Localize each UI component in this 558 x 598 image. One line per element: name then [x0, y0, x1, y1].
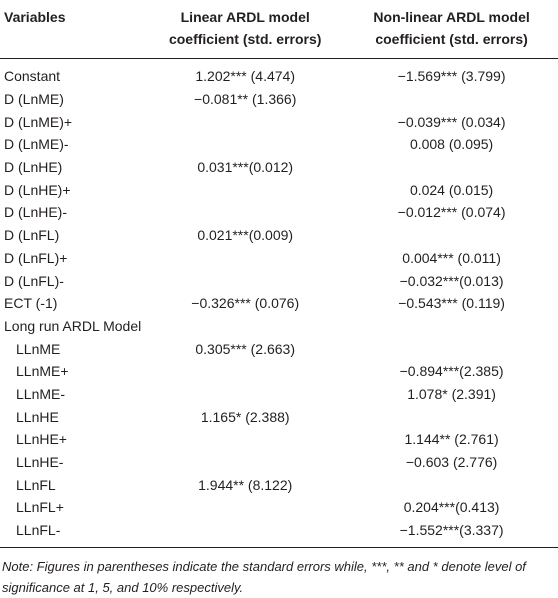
table-cell: ECT (-1) [4, 295, 58, 312]
table-cell [345, 473, 558, 496]
table-cell: LLnFL [16, 476, 56, 493]
table-cell: 1.078* (2.391) [407, 385, 496, 402]
table-row: LLnHE+ 1.144** (2.761) [0, 428, 558, 451]
table-cell: D (LnHE) [4, 159, 63, 176]
table-cell: D (LnFL)- [4, 272, 64, 289]
table-row: LLnME- 1.078* (2.391) [0, 383, 558, 406]
table-cell: 0.008 (0.095) [409, 136, 494, 153]
header-row: Variables Linear ARDL model coefficient (… [0, 4, 558, 59]
table-row: LLnHE- −0.603 (2.776) [0, 451, 558, 474]
table-cell: D (LnME)+ [4, 113, 73, 130]
table-cell: 1.144** (2.761) [404, 431, 499, 448]
table-row: D (LnME)+ −0.039*** (0.034) [0, 110, 558, 133]
table-cell [145, 269, 345, 292]
table-cell [145, 110, 345, 133]
table-cell [345, 156, 558, 179]
table-cell: −1.552***(3.337) [399, 522, 504, 539]
table-cell: LLnME- [16, 385, 66, 402]
table-cell [145, 519, 345, 548]
table-cell: LLnFL- [16, 522, 61, 539]
table-cell [145, 428, 345, 451]
table-row: ECT (-1) −0.326*** (0.076) −0.543*** (0.11… [0, 292, 558, 315]
table-cell [345, 337, 558, 360]
table-cell: Long run ARDL Model [4, 317, 142, 334]
table-cell: D (LnFL) [4, 227, 60, 244]
table-cell: 1.202*** (4.474) [195, 68, 296, 85]
table-cell: LLnME [16, 340, 61, 357]
table-cell [345, 315, 558, 338]
table-cell: 0.031***(0.012) [197, 159, 294, 176]
table-row: D (LnFL)+ 0.004*** (0.011) [0, 247, 558, 270]
table-row: LLnFL- −1.552***(3.337) [0, 519, 558, 548]
column-header: Linear ARDL model coefficient (std. erro… [168, 9, 322, 47]
table-cell: D (LnME)- [4, 136, 69, 153]
table-row: LLnFL 1.944** (8.122) [0, 473, 558, 496]
table-cell [145, 496, 345, 519]
table-row: D (LnFL) 0.021***(0.009) [0, 224, 558, 247]
table-cell: D (LnHE)- [4, 204, 68, 221]
table-cell: −0.326*** (0.076) [191, 295, 300, 312]
results-table: Variables Linear ARDL model coefficient (… [0, 4, 558, 548]
table-cell: −0.081** (1.366) [194, 91, 297, 108]
table-row: Constant 1.202*** (4.474) −1.569*** (3.799… [0, 59, 558, 88]
table-cell: −0.039*** (0.034) [397, 113, 506, 130]
table-cell [345, 405, 558, 428]
table-cell: 0.004*** (0.011) [402, 249, 501, 266]
table-cell: LLnHE- [16, 454, 64, 471]
table-row: D (LnFL)- −0.032***(0.013) [0, 269, 558, 292]
page: {"table": {"header": ["Variables", "Line… [0, 4, 558, 595]
table-row: LLnME+ −0.894***(2.385) [0, 360, 558, 383]
table-cell: D (LnHE)+ [4, 181, 71, 198]
table-cell [345, 88, 558, 111]
table-cell [145, 360, 345, 383]
table-cell: 0.204***(0.413) [403, 499, 500, 516]
table-row: D (LnHE)+ 0.024 (0.015) [0, 178, 558, 201]
table-row: LLnFL+ 0.204***(0.413) [0, 496, 558, 519]
table-cell: 1.944** (8.122) [198, 476, 293, 493]
table-cell [145, 178, 345, 201]
table-cell: 0.024 (0.015) [409, 181, 494, 198]
table-cell: 0.305*** (2.663) [195, 340, 296, 357]
table-cell [145, 247, 345, 270]
table-cell [145, 315, 345, 338]
table-row: LLnHE 1.165* (2.388) [0, 405, 558, 428]
table-cell [145, 133, 345, 156]
table-cell: 1.165* (2.388) [200, 408, 290, 425]
table-cell [145, 201, 345, 224]
table-row: D (LnHE) 0.031***(0.012) [0, 156, 558, 179]
table-row: D (LnME) −0.081** (1.366) [0, 88, 558, 111]
table-cell [145, 383, 345, 406]
table-row: Long run ARDL Model [0, 315, 558, 338]
table-row: LLnME 0.305*** (2.663) [0, 337, 558, 360]
table-cell: −0.032***(0.013) [399, 272, 504, 289]
table-cell: −0.603 (2.776) [405, 454, 498, 471]
column-header: Non-linear ARDL model coefficient (std. … [373, 9, 530, 47]
table-cell [345, 224, 558, 247]
table-cell: LLnFL+ [16, 499, 64, 516]
table-note: Note: Figures in parentheses indicate th… [2, 559, 526, 596]
table-cell [145, 451, 345, 474]
table-cell: −1.569*** (3.799) [397, 68, 506, 85]
table-cell: LLnHE+ [16, 431, 67, 448]
table-cell: LLnME+ [16, 363, 69, 380]
table-cell: −0.543*** (0.119) [398, 295, 505, 312]
table-row: D (LnHE)- −0.012*** (0.074) [0, 201, 558, 224]
table-cell: D (LnFL)+ [4, 249, 68, 266]
table-cell: D (LnME) [4, 91, 64, 108]
table-row: D (LnME)- 0.008 (0.095) [0, 133, 558, 156]
table-cell: Constant [4, 68, 61, 85]
table-cell: −0.894***(2.385) [399, 363, 504, 380]
column-header: Variables [4, 9, 66, 25]
table-cell: 0.021***(0.009) [197, 227, 294, 244]
table-cell: LLnHE [16, 408, 59, 425]
table-cell: −0.012*** (0.074) [397, 204, 506, 221]
